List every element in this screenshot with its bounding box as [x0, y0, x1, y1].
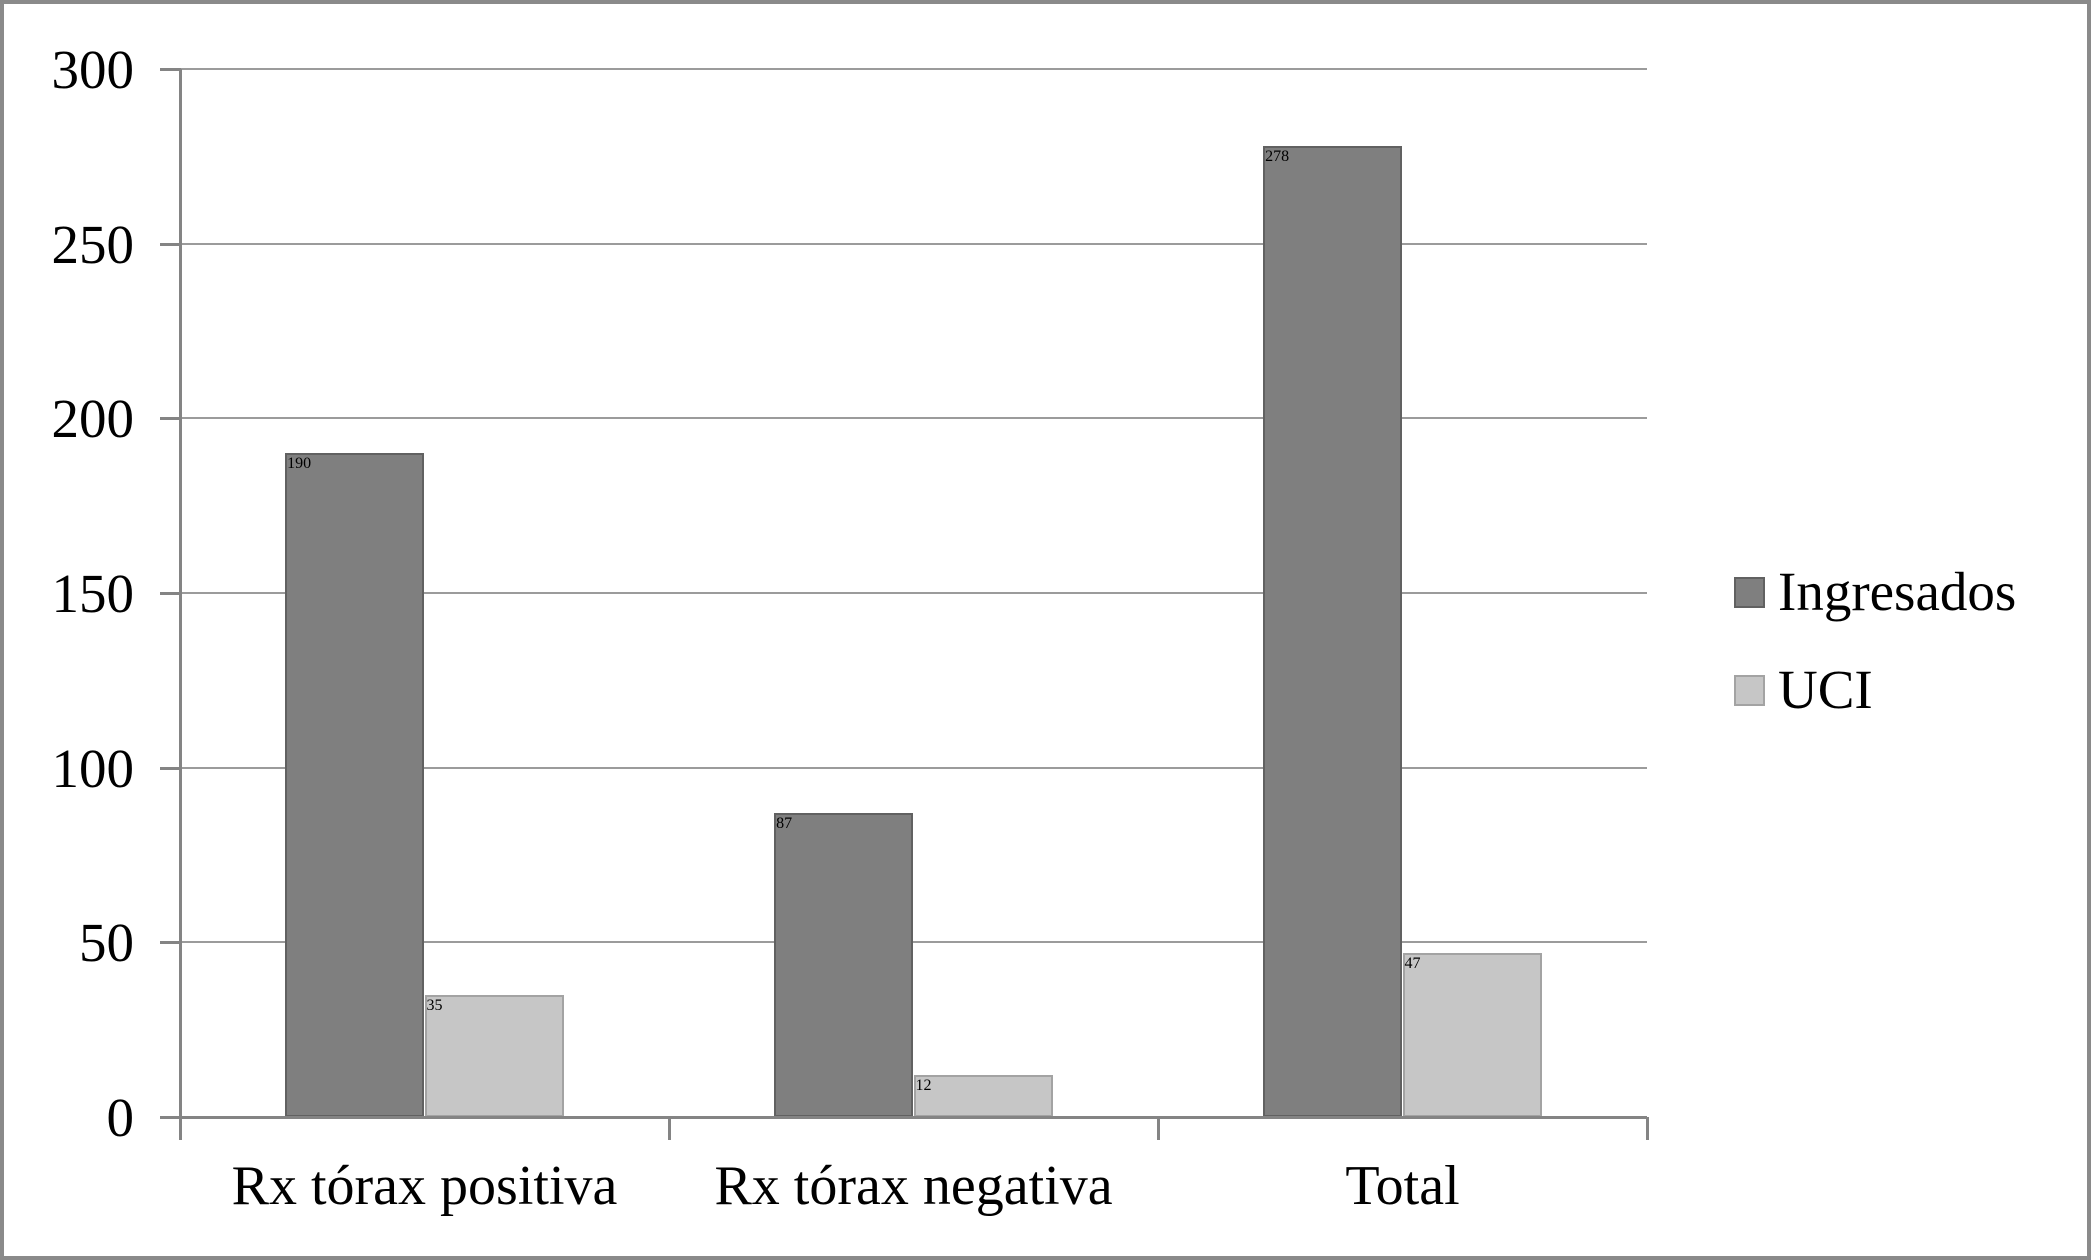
- x-tick-3: [1645, 1117, 1649, 1140]
- y-axis-line: [179, 69, 182, 1139]
- legend-label-ingresados: Ingresados: [1778, 561, 2017, 622]
- gridline-y-200: [180, 417, 1647, 420]
- legend-item-uci: UCI: [1734, 660, 2016, 720]
- bar-ingresados-0: 190: [285, 453, 425, 1117]
- plot-area: 190 35 87 12 278 47: [180, 68, 1647, 1117]
- y-tick-100: [160, 766, 181, 770]
- y-tick-200: [160, 417, 181, 421]
- y-tick-0: [160, 1116, 181, 1119]
- y-tick-label-200: 200: [51, 388, 135, 450]
- bar-ingresados-1: 87: [774, 813, 914, 1117]
- y-tick-label-0: 0: [106, 1087, 135, 1148]
- y-tick-label-150: 150: [51, 563, 135, 624]
- gridline-y-300: [180, 68, 1647, 70]
- gridline-y-50: [180, 941, 1647, 944]
- bar-uci-0: 35: [424, 994, 564, 1117]
- category-label-0: Rx tórax positiva: [231, 1155, 618, 1217]
- y-tick-250: [160, 242, 181, 246]
- y-tick-label-50: 50: [79, 912, 134, 974]
- bar-ingresados-2: 278: [1263, 145, 1403, 1117]
- gridline-y-150: [180, 592, 1647, 594]
- y-tick-label-250: 250: [51, 213, 135, 275]
- x-tick-2: [1156, 1117, 1160, 1140]
- legend-swatch-uci: [1734, 674, 1765, 706]
- x-axis-line: [180, 1116, 1647, 1119]
- category-label-1: Rx tórax negativa: [714, 1155, 1113, 1217]
- legend-swatch-ingresados: [1734, 576, 1765, 608]
- bar-uci-2: 47: [1402, 952, 1542, 1117]
- category-label-2: Total: [1345, 1155, 1460, 1217]
- legend-label-uci: UCI: [1778, 659, 1873, 720]
- gridline-y-100: [180, 766, 1647, 769]
- x-tick-0: [178, 1117, 182, 1140]
- gridline-y-250: [180, 242, 1647, 245]
- y-tick-label-100: 100: [51, 737, 135, 799]
- bar-uci-1: 12: [913, 1075, 1053, 1117]
- y-tick-50: [160, 941, 181, 945]
- x-tick-1: [667, 1117, 671, 1140]
- legend: Ingresados UCI: [1734, 562, 2016, 720]
- y-tick-label-300: 300: [51, 39, 135, 100]
- y-tick-150: [160, 592, 181, 595]
- legend-item-ingresados: Ingresados: [1734, 562, 2016, 622]
- y-tick-300: [160, 68, 181, 71]
